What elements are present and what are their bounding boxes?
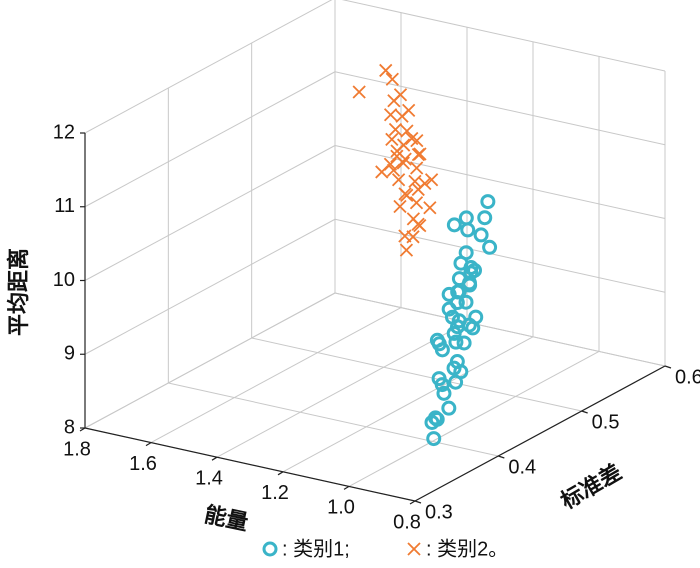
point [405, 131, 419, 146]
axis-line [84, 427, 416, 502]
tick-mark [498, 455, 505, 459]
point [462, 277, 478, 293]
tick-mark [145, 442, 152, 447]
point [436, 385, 452, 401]
tick-mark [664, 365, 672, 369]
grid-line [150, 307, 402, 444]
point [467, 262, 482, 278]
point [426, 431, 442, 447]
point [465, 320, 481, 336]
y-tick-label: 0.5 [592, 411, 620, 433]
grid-line [334, 71, 666, 146]
point [379, 63, 393, 78]
x-tick-label: 0.8 [393, 511, 421, 533]
z-tick-label: 10 [53, 269, 75, 291]
point [446, 325, 462, 341]
point [406, 230, 420, 244]
x-tick-label: 1.8 [63, 438, 91, 460]
grid-line [251, 337, 582, 412]
y-axis-title: 标准差 [556, 459, 626, 514]
point [458, 210, 474, 226]
tick-mark [409, 500, 416, 505]
point [424, 173, 439, 187]
z-axis-title: 平均距离 [6, 248, 31, 336]
grid-line [334, 218, 666, 293]
point [385, 132, 399, 146]
z-tick-label: 11 [54, 195, 75, 217]
tick-mark [211, 456, 218, 461]
legend-marker [262, 541, 278, 557]
point [398, 187, 412, 201]
point [388, 122, 403, 137]
point [446, 217, 462, 233]
grid-line [216, 321, 468, 458]
grid-line [84, 145, 336, 281]
grid-line [84, 218, 336, 355]
point [448, 334, 464, 350]
point [383, 108, 398, 122]
point [409, 196, 424, 210]
point [413, 147, 427, 161]
tick-mark [414, 500, 422, 504]
point [390, 144, 404, 158]
point [385, 72, 399, 86]
point [423, 201, 437, 215]
x-tick-label: 1.6 [129, 453, 157, 475]
tick-mark [581, 410, 588, 414]
grid-line [334, 145, 666, 219]
point [399, 243, 414, 257]
y-tick-label: 0.3 [425, 501, 453, 523]
tick-mark [343, 485, 350, 490]
point [480, 194, 496, 210]
point [383, 157, 398, 171]
point [453, 364, 469, 380]
point [477, 210, 493, 226]
y-tick-label: 0.4 [508, 456, 536, 478]
point [429, 332, 445, 348]
axis-line [414, 365, 666, 502]
legend-label: : 类别1; [282, 537, 350, 560]
grid-line [341, 0, 666, 72]
grid-line [84, 71, 336, 208]
grid-line [84, 292, 336, 429]
point [441, 400, 457, 416]
y-tick-label: 0.6 [675, 366, 700, 388]
point [456, 335, 472, 351]
point [395, 109, 409, 123]
point [431, 371, 447, 387]
z-tick-label: 12 [53, 121, 75, 143]
point [458, 294, 474, 310]
point [393, 199, 407, 214]
z-tick-label: 9 [64, 343, 75, 365]
x-tick-label: 1.0 [327, 497, 355, 519]
point [482, 239, 498, 255]
z-tick-label: 8 [64, 416, 75, 438]
point [400, 124, 414, 138]
point [410, 161, 424, 175]
tick-mark [277, 471, 284, 476]
grid-line [334, 292, 666, 367]
grid-line [348, 350, 600, 487]
grid-line [84, 0, 333, 134]
point [418, 176, 432, 191]
point [408, 174, 422, 188]
point [441, 286, 457, 302]
point [387, 94, 401, 108]
grid-line [282, 336, 534, 473]
legend-marker [407, 542, 421, 556]
x-axis-title: 能量 [202, 502, 250, 536]
x-tick-label: 1.4 [195, 467, 223, 489]
grid-line [168, 382, 499, 457]
point [406, 212, 421, 226]
point [473, 227, 489, 243]
point [424, 414, 440, 430]
legend-label: : 类别2。 [426, 537, 508, 560]
x-tick-label: 1.2 [261, 482, 289, 504]
point [352, 85, 366, 99]
point [453, 255, 469, 271]
point [391, 173, 406, 187]
point [460, 222, 476, 238]
point [390, 149, 404, 163]
